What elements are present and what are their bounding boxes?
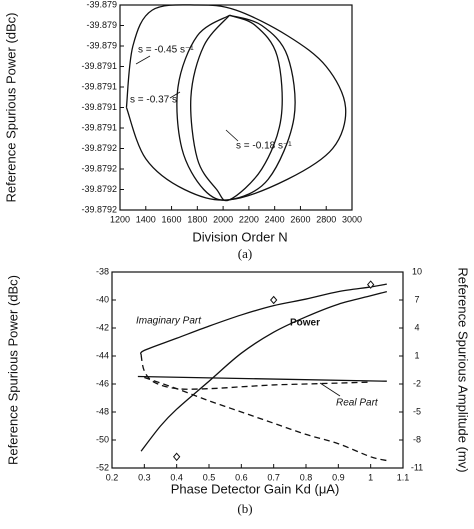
series-line [137,375,387,382]
y-tick-label: -39.8791 [81,102,117,112]
annotation: Power [290,318,320,329]
annotation: s = -0.45 s⁻¹ [138,45,194,56]
chart: -39.879 -39.879 -39.879 -39.8791 -39.8791 -39… [3,0,362,261]
y-axis-title: Reference Spurious Power (dBc) [5,275,20,465]
series-line [140,354,371,390]
x-tick-label: 3000 [342,214,362,224]
annotation: s = -0.37 s [130,95,177,106]
annotation: Real Part [336,398,379,409]
caption: (a) [238,246,252,261]
y2-tick-label: 4 [414,322,419,332]
x-tick-label: 0.3 [138,472,151,482]
y-tick-label: -39.8791 [81,81,117,91]
series-line [176,14,296,201]
y2-tick-label: 7 [414,294,419,304]
x-tick-label: 0.7 [267,472,280,482]
y-tick-label: -39.8792 [81,204,117,214]
leader-line [169,91,181,99]
x-tick-label: 1 [368,472,373,482]
leader-line [135,55,151,65]
y-tick-label: -39.8791 [81,122,117,132]
y-tick-label: -39.879 [86,0,117,9]
x-tick-label: 1800 [187,214,207,224]
data-point [270,295,278,305]
plot-frame [119,4,353,211]
y-tick-label: -39.8791 [81,61,117,71]
x-tick-label: 2200 [239,214,259,224]
data-point [173,452,181,462]
annotation: s = -0.18 s⁻¹ [236,141,292,152]
x-tick-label: 2400 [265,214,285,224]
x-tick-label: 2800 [316,214,336,224]
y-tick-label: -39.879 [86,40,117,50]
y2-axis-title: Reference Spurious Amplitude (mv) [456,267,471,472]
x-tick-label: 2000 [213,214,233,224]
y2-tick-label: 10 [412,266,422,276]
y-axis-title: Reference Spurious Power (dBc) [3,12,18,202]
x-axis-title: Phase Detector Gain Kd (μA) [171,481,340,496]
x-tick-label: 1200 [110,214,130,224]
x-tick-label: 0.5 [203,472,216,482]
y-tick-label: -38 [96,266,109,276]
y2-tick-label: 1 [414,350,419,360]
plot-frame [111,271,404,469]
caption: (b) [237,501,252,516]
series-line [190,14,283,202]
y2-tick-label: -11 [411,462,423,472]
x-tick-label: 0.8 [300,472,313,482]
x-tick-label: 2600 [290,214,310,224]
y-tick-label: -39.879 [86,20,117,30]
chart: -52 -50 -48 -46 -44 -42 -40 -38 -11 -8 -5 -2 1 4 7 10 0.… [5,266,470,516]
data-point [367,280,375,289]
series-line [140,290,387,452]
leader-line [225,129,239,142]
x-tick-label: 0.6 [235,472,248,482]
y-tick-label: -48 [96,406,109,416]
y-tick-label: -40 [96,294,109,304]
x-tick-label: 1.1 [397,472,410,482]
y2-tick-label: -8 [413,434,421,444]
y-tick-label: -39.8792 [81,163,117,173]
y-tick-label: -39.8792 [81,184,117,194]
x-tick-label: 1600 [162,214,182,224]
x-tick-label: 1400 [136,214,156,224]
series-line [140,283,387,356]
series-line [125,4,347,201]
annotation: Imaginary Part [136,316,202,327]
x-axis-title: Division Order N [192,229,287,244]
x-tick-label: 0.2 [106,472,119,482]
y2-tick-label: -2 [413,378,421,388]
x-tick-label: 0.9 [332,472,345,482]
y2-tick-label: -5 [413,406,421,416]
y-tick-label: -44 [96,350,109,360]
y-tick-label: -39.8792 [81,143,117,153]
leader-line [319,382,341,397]
x-tick-label: 0.4 [170,472,183,482]
y-tick-label: -42 [96,322,109,332]
y-tick-label: -50 [96,434,109,444]
y-tick-label: -46 [96,378,109,388]
series-line [144,376,387,462]
y-tick-label: -52 [96,462,109,472]
